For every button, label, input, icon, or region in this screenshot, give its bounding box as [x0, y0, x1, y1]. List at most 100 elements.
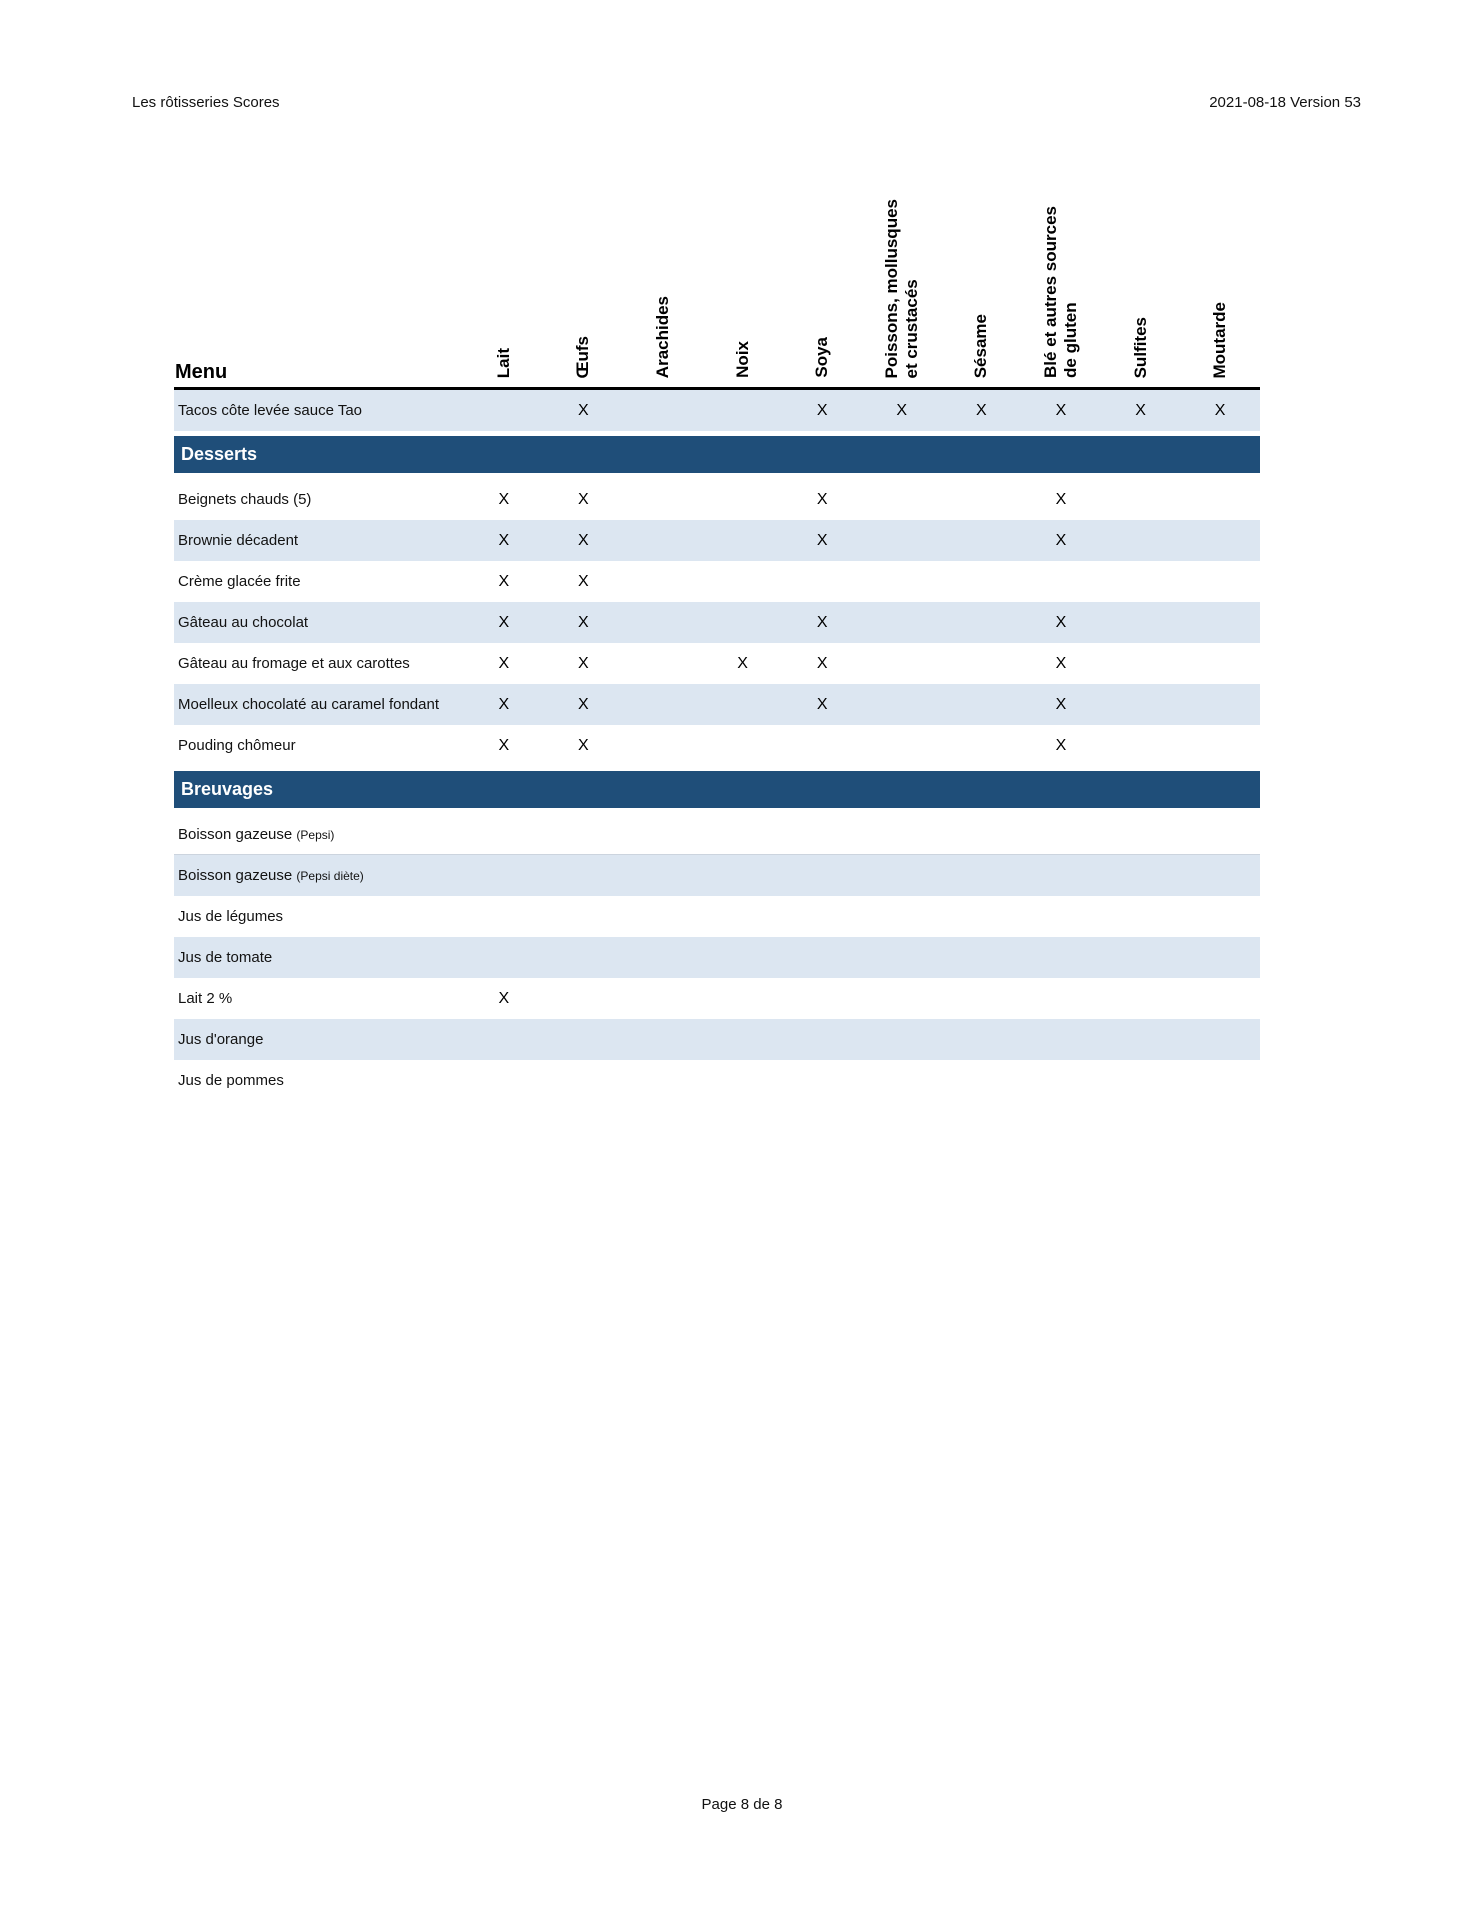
allergen-mark: X	[1055, 401, 1067, 419]
column-header-label: Œufs	[573, 335, 593, 379]
menu-item-label: Lait 2 %	[178, 990, 233, 1007]
allergen-mark: X	[578, 401, 589, 419]
allergen-cell-poissons: X	[862, 402, 942, 420]
allergen-cell-lait: X	[464, 532, 544, 550]
page-number: Page 8 de 8	[701, 1796, 783, 1813]
menu-item-label: Tacos côte levée sauce Tao	[178, 402, 363, 419]
allergen-cell-oeufs: X	[544, 532, 624, 550]
allergen-cell-soya: X	[782, 655, 862, 673]
table-row: Beignets chauds (5) X X X X	[174, 479, 1260, 520]
table-row: Brownie décadent X X X X	[174, 520, 1260, 561]
allergen-cell-lait: X	[464, 573, 544, 591]
allergen-cell-ble: X	[1021, 655, 1101, 673]
section-header-row: Desserts	[174, 436, 1260, 473]
allergen-mark: X	[1135, 401, 1146, 419]
table-row: Boisson gazeuse (Pepsi)	[174, 814, 1260, 855]
allergen-mark: X	[498, 613, 510, 631]
allergen-cell-oeufs: X	[544, 491, 624, 509]
menu-item-note: (Pepsi diète)	[296, 869, 364, 883]
allergen-mark: X	[976, 401, 987, 419]
column-header-oeufs: Œufs	[544, 336, 624, 388]
column-header-soya: Soya	[782, 337, 862, 387]
document-title: Les rôtisseries Scores	[132, 94, 280, 111]
column-header-sesame: Sésame	[942, 314, 1022, 387]
allergen-mark: X	[1055, 736, 1067, 754]
table-row: Boisson gazeuse (Pepsi diète)	[174, 855, 1260, 896]
menu-item-label: Beignets chauds (5)	[178, 491, 312, 508]
column-header-label: Moutarde	[1210, 301, 1230, 379]
allergen-mark: X	[816, 490, 828, 508]
allergen-cell-lait: X	[464, 737, 544, 755]
allergen-cell-oeufs: X	[544, 655, 624, 673]
allergen-mark: X	[816, 695, 828, 713]
table-row: Jus de légumes	[174, 896, 1260, 937]
allergen-mark: X	[1055, 654, 1067, 672]
column-header-ble: Blé et autres sources de gluten	[1021, 206, 1101, 387]
menu-item-label: Pouding chômeur	[178, 737, 296, 754]
allergen-mark: X	[1055, 695, 1067, 713]
column-header-lait: Lait	[464, 348, 544, 387]
allergen-cell-oeufs: X	[544, 402, 624, 420]
table-row: Jus de pommes	[174, 1060, 1260, 1101]
section-header-row: Breuvages	[174, 771, 1260, 808]
allergen-cell-ble: X	[1021, 614, 1101, 632]
allergen-cell-soya: X	[782, 402, 862, 420]
column-header-label: Blé et autres sources de gluten	[1040, 206, 1080, 378]
allergen-cell-sulfites: X	[1101, 402, 1181, 420]
table-row: Moelleux chocolaté au caramel fondant X X X…	[174, 684, 1260, 725]
menu-item-label: Gâteau au fromage et aux carottes	[178, 655, 410, 672]
table-row: Gâteau au chocolat X X X X	[174, 602, 1260, 643]
allergen-mark: X	[1214, 401, 1226, 419]
menu-item-label: Boisson gazeuse (Pepsi diète)	[178, 867, 364, 884]
allergen-cell-oeufs: X	[544, 737, 624, 755]
version-date: 2021-08-18 Version 53	[1209, 94, 1361, 111]
allergen-mark: X	[498, 490, 510, 508]
allergen-mark: X	[578, 654, 589, 672]
menu-column-header: Menu	[175, 361, 228, 383]
allergen-mark: X	[578, 572, 589, 590]
menu-item-label: Jus de légumes	[178, 908, 284, 925]
allergen-cell-soya: X	[782, 614, 862, 632]
allergen-mark: X	[578, 531, 589, 549]
allergen-mark: X	[816, 613, 828, 631]
column-header-label: Sulfites	[1130, 316, 1150, 378]
allergen-mark: X	[578, 613, 589, 631]
allergen-mark: X	[896, 401, 908, 419]
menu-item-label: Brownie décadent	[178, 532, 299, 549]
column-header-sulfites: Sulfites	[1101, 317, 1181, 387]
allergen-mark: X	[737, 654, 748, 672]
allergen-cell-ble: X	[1021, 696, 1101, 714]
menu-item-label: Boisson gazeuse (Pepsi)	[178, 825, 335, 843]
column-header-noix: Noix	[703, 341, 783, 387]
column-header-moutarde: Moutarde	[1180, 302, 1260, 388]
allergen-mark: X	[498, 572, 510, 590]
allergen-cell-lait: X	[464, 990, 544, 1008]
allergen-mark: X	[498, 695, 510, 713]
page-header: Les rôtisseries Scores 2021-08-18 Versio…	[132, 94, 1361, 111]
menu-item-label: Jus d'orange	[178, 1031, 264, 1048]
table-row: Jus de tomate	[174, 937, 1260, 978]
allergen-cell-soya: X	[782, 696, 862, 714]
column-header-label: Soya	[812, 337, 832, 378]
allergen-mark: X	[1055, 531, 1067, 549]
allergen-cell-ble: X	[1021, 491, 1101, 509]
column-header-poissons: Poissons, mollusques et crustacés	[862, 199, 942, 388]
allergen-cell-lait: X	[464, 614, 544, 632]
allergen-mark: X	[498, 654, 510, 672]
column-header-label: Lait	[493, 347, 513, 378]
allergen-cell-soya: X	[782, 532, 862, 550]
allergen-mark: X	[498, 531, 510, 549]
allergen-cell-lait: X	[464, 655, 544, 673]
allergen-cell-ble: X	[1021, 402, 1101, 420]
table-header-row: Menu Lait Œufs Arachides Noix Soya Poissons, …	[174, 150, 1260, 390]
table-body: Tacos côte levée sauce Tao X X X X X X X Dessert…	[174, 390, 1260, 1101]
allergen-mark: X	[816, 401, 828, 419]
table-row: Jus d'orange	[174, 1019, 1260, 1060]
table-row: Lait 2 % X	[174, 978, 1260, 1019]
column-header-label: Noix	[732, 341, 752, 378]
table-row: Crème glacée frite X X	[174, 561, 1260, 602]
allergen-cell-ble: X	[1021, 532, 1101, 550]
menu-item-label: Moelleux chocolaté au caramel fondant	[178, 696, 439, 713]
allergen-cell-sesame: X	[942, 402, 1022, 420]
